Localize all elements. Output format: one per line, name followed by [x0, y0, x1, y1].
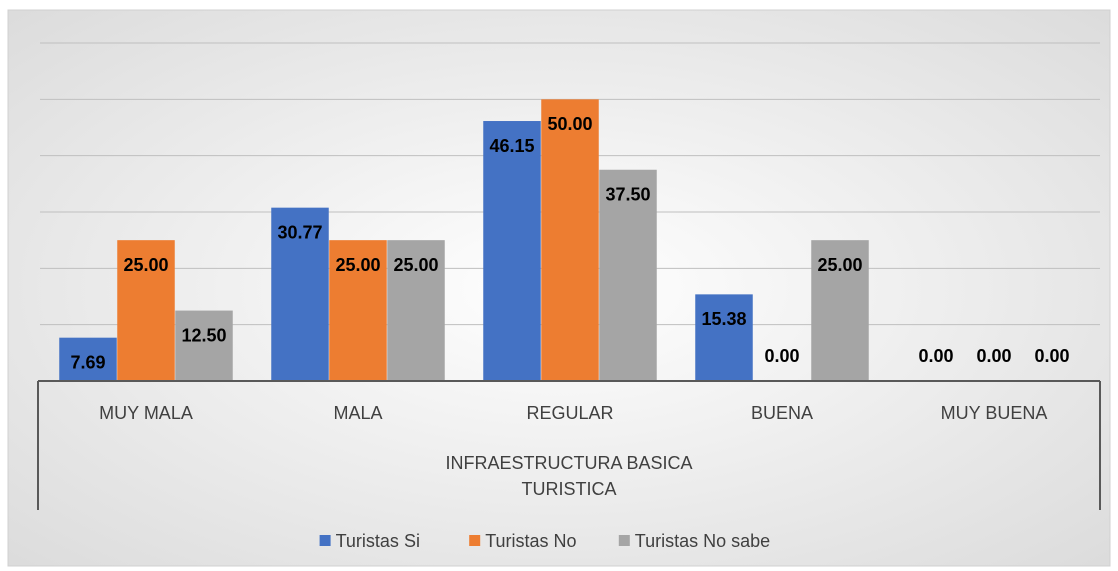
legend-swatch	[618, 535, 630, 546]
x-tick-label: MALA	[333, 403, 382, 423]
data-label: 37.50	[605, 185, 650, 205]
bar	[329, 240, 387, 381]
data-label: 25.00	[335, 255, 380, 275]
data-label: 30.77	[277, 222, 322, 242]
x-tick-label: MUY MALA	[99, 403, 193, 423]
data-label: 0.00	[976, 346, 1011, 366]
data-label: 25.00	[393, 255, 438, 275]
data-label: 25.00	[817, 255, 862, 275]
bar	[695, 294, 753, 381]
bar	[271, 207, 329, 381]
data-label: 0.00	[918, 346, 953, 366]
data-label: 0.00	[764, 346, 799, 366]
bar	[541, 99, 599, 381]
bar	[117, 240, 175, 381]
bar	[811, 240, 869, 381]
data-label: 7.69	[70, 352, 105, 372]
bar	[483, 121, 541, 381]
x-tick-label: MUY BUENA	[941, 403, 1048, 423]
data-label: 46.15	[489, 136, 534, 156]
legend-label: Turistas No	[485, 531, 576, 551]
legend-label: Turistas No sabe	[635, 531, 770, 551]
x-axis-title: INFRAESTRUCTURA BASICA TURISTICA	[445, 453, 693, 499]
bar	[599, 169, 657, 381]
legend-swatch	[469, 535, 481, 546]
bar	[59, 337, 117, 381]
data-label: 50.00	[547, 114, 592, 134]
bar	[387, 240, 445, 381]
x-tick-label: BUENA	[751, 403, 813, 423]
data-label: 25.00	[123, 255, 168, 275]
data-label: 15.38	[701, 309, 746, 329]
data-label: 12.50	[181, 325, 226, 345]
x-tick-label: REGULAR	[526, 403, 613, 423]
data-label: 0.00	[1034, 346, 1069, 366]
legend-swatch	[319, 535, 331, 546]
bar	[175, 310, 233, 381]
legend-label: Turistas Si	[336, 531, 420, 551]
